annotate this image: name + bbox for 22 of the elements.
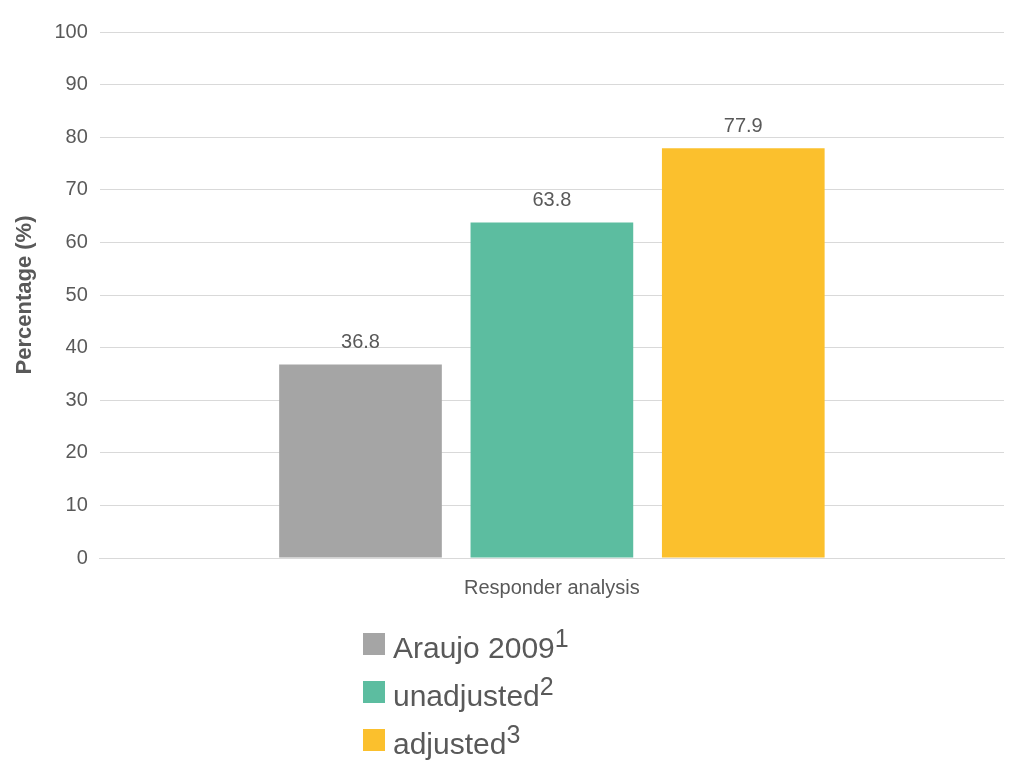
y-tick-label: 90 <box>65 72 88 95</box>
legend-label: Araujo 2009$^{1}$ <box>393 623 569 665</box>
y-tick-label: 30 <box>65 387 88 410</box>
y-tick-label: 0 <box>76 545 88 568</box>
y-tick-label: 40 <box>65 335 88 358</box>
x-tick-label: Responder analysis <box>464 575 640 598</box>
bar <box>279 364 442 558</box>
y-tick-label: 60 <box>65 229 88 252</box>
y-tick-label: 50 <box>65 282 88 305</box>
data-label: 77.9 <box>723 113 763 136</box>
legend-label: adjusted$^{3}$ <box>393 719 521 761</box>
y-tick-label: 20 <box>65 440 88 463</box>
y-tick-label: 80 <box>65 124 88 147</box>
y-tick-label: 10 <box>65 492 88 515</box>
data-label: 63.8 <box>532 187 572 210</box>
y-tick-label: 70 <box>65 177 88 200</box>
y-axis-title: Percentage (%) <box>11 215 37 375</box>
legend-label: unadjusted$^{2}$ <box>393 671 554 713</box>
bar <box>661 148 825 558</box>
y-tick-label: 100 <box>54 19 88 42</box>
data-label: 36.8 <box>341 329 380 352</box>
bar <box>470 222 634 558</box>
